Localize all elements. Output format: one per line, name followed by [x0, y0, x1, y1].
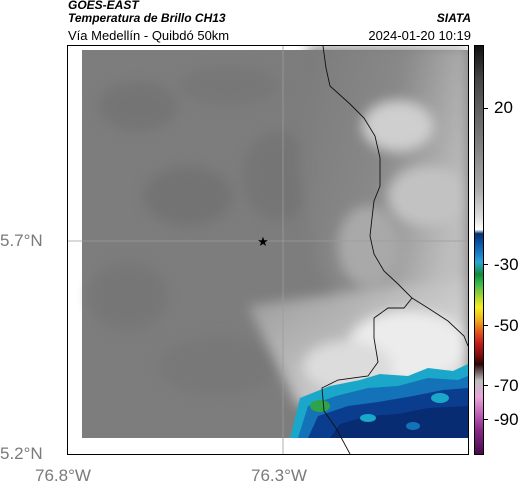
colorbar-tick [484, 325, 488, 326]
convective-cells [290, 364, 468, 438]
star-icon: ★ [257, 235, 269, 250]
colorbar-tick [484, 419, 488, 420]
colorbar-label: -50 [494, 316, 519, 335]
subtitle-region: Vía Medellín - Quibdó 50km [68, 28, 230, 43]
colorbar-label: 20 [494, 98, 513, 117]
colorbar-label: -30 [494, 255, 519, 274]
lat-tick-label: 5.2°N [0, 444, 43, 463]
lon-tick-label: 76.8°W [35, 466, 91, 485]
title-satellite: GOES-EAST [68, 0, 139, 12]
colorbar-label: -70 [494, 376, 519, 395]
lat-tick-label: 5.7°N [0, 231, 43, 250]
border-line-main [321, 46, 413, 454]
brand-label: SIATA [436, 11, 471, 25]
colorbar-label: -90 [494, 410, 519, 429]
colorbar-tick [484, 385, 488, 386]
map-image: ★ [68, 46, 468, 454]
lon-tick-label: 76.3°W [251, 466, 307, 485]
cold-cloud-region [248, 46, 468, 406]
map-panel: ★ [67, 45, 469, 455]
datetime-label: 2024-01-20 10:19 [368, 28, 471, 43]
title-product: Temperatura de Brillo CH13 [68, 11, 226, 25]
cloud-texture [88, 66, 313, 396]
colorbar-tick [484, 108, 488, 109]
border-line-branch [411, 297, 468, 347]
colorbar-tick [484, 264, 488, 265]
colorbar [474, 45, 484, 455]
